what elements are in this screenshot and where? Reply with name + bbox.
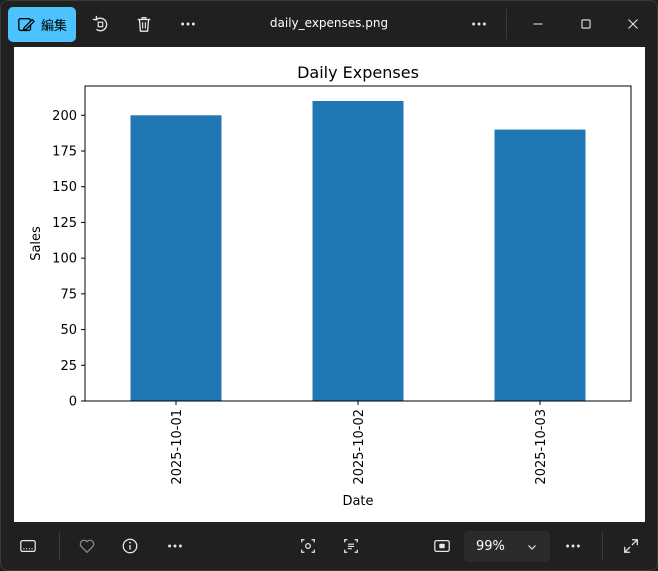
- more-options-button[interactable]: [171, 7, 205, 41]
- more-icon: [472, 22, 486, 26]
- x-tick-label: 2025-10-01: [170, 409, 185, 485]
- rotate-button[interactable]: [83, 7, 117, 41]
- more-icon: [181, 22, 195, 26]
- more-icon: [168, 544, 182, 548]
- maximize-button[interactable]: [569, 7, 603, 41]
- info-icon: [122, 538, 138, 554]
- bar-chart: 0 25 50 75 100 125 150 175 200 2025-10-01 2025-10-…: [29, 63, 632, 509]
- bar: [130, 115, 222, 402]
- bottom-divider-left: [59, 532, 60, 560]
- x-tick-label: 2025-10-02: [352, 409, 367, 485]
- edit-image-icon: [18, 17, 35, 31]
- minimize-button[interactable]: [521, 7, 555, 41]
- y-tick-label: 175: [52, 145, 77, 160]
- filmstrip-button[interactable]: [12, 530, 44, 562]
- text-scan-icon: [344, 539, 358, 553]
- zoom-select[interactable]: 99%: [464, 531, 550, 562]
- y-tick-label: 125: [52, 216, 77, 231]
- filmstrip-icon: [20, 539, 36, 553]
- actual-size-button[interactable]: [426, 530, 458, 562]
- close-button[interactable]: [616, 7, 650, 41]
- visual-search-icon: [301, 539, 315, 553]
- trash-icon: [137, 17, 151, 32]
- fullscreen-button[interactable]: [615, 530, 647, 562]
- title-divider: [506, 9, 507, 39]
- bottom-more-button[interactable]: [159, 530, 191, 562]
- x-tick-label: 2025-10-03: [534, 409, 549, 485]
- image-canvas[interactable]: 0 25 50 75 100 125 150 175 200 2025-10-01 2025-10-…: [14, 47, 645, 522]
- title-more-button[interactable]: [462, 7, 496, 41]
- expand-icon: [624, 539, 638, 553]
- zoom-value: 99%: [476, 539, 505, 554]
- favorite-button[interactable]: [71, 530, 103, 562]
- bar: [494, 129, 586, 401]
- minimize-icon: [533, 23, 543, 25]
- bottom-divider-right: [602, 532, 603, 560]
- y-tick-label: 50: [60, 323, 77, 338]
- zoom-more-button[interactable]: [557, 530, 589, 562]
- heart-icon: [79, 539, 95, 553]
- info-button[interactable]: [114, 530, 146, 562]
- bottom-toolbar: 99%: [1, 522, 657, 570]
- maximize-icon: [581, 19, 591, 29]
- close-icon: [628, 19, 638, 29]
- actual-size-icon: [434, 539, 450, 553]
- x-axis-label: Date: [342, 494, 373, 509]
- rotate-icon: [92, 15, 108, 32]
- y-tick-label: 150: [52, 180, 77, 195]
- visual-search-button[interactable]: [292, 530, 324, 562]
- y-tick-label: 200: [52, 109, 77, 124]
- bar: [312, 101, 404, 401]
- window-title: daily_expenses.png: [269, 16, 389, 30]
- text-scan-button[interactable]: [335, 530, 367, 562]
- y-tick-label: 25: [60, 359, 77, 374]
- edit-button[interactable]: 編集: [8, 7, 76, 42]
- chevron-down-icon: [528, 544, 536, 550]
- y-axis-label: Sales: [29, 226, 44, 261]
- title-bar: 編集 daily_expenses.png: [1, 1, 657, 47]
- delete-button[interactable]: [127, 7, 161, 41]
- edit-button-label: 編集: [40, 19, 67, 34]
- chart-title: Daily Expenses: [297, 63, 419, 82]
- y-tick-label: 100: [52, 252, 77, 267]
- y-tick-label: 0: [69, 395, 77, 410]
- more-icon: [566, 544, 580, 548]
- y-tick-label: 75: [60, 287, 77, 302]
